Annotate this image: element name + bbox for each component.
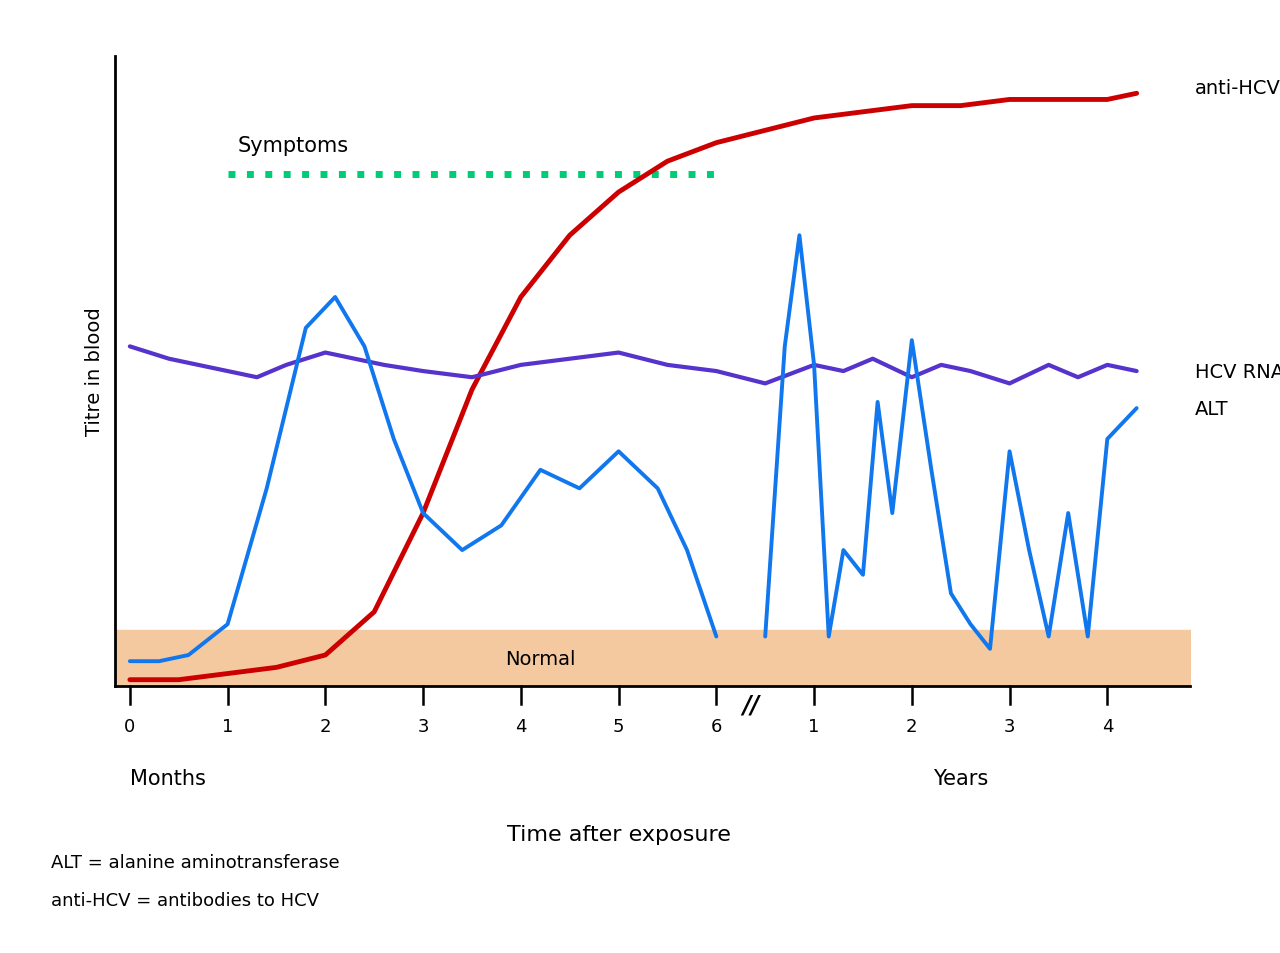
Text: 2: 2	[906, 718, 918, 736]
Text: 3: 3	[417, 718, 429, 736]
Text: 4: 4	[1102, 718, 1114, 736]
Text: Symptoms: Symptoms	[237, 136, 348, 156]
Text: //: //	[742, 693, 759, 717]
Text: 1: 1	[221, 718, 233, 736]
Text: 3: 3	[1004, 718, 1015, 736]
Text: 4: 4	[515, 718, 526, 736]
Text: ALT: ALT	[1196, 399, 1229, 418]
Text: 2: 2	[320, 718, 332, 736]
Y-axis label: Titre in blood: Titre in blood	[84, 308, 104, 436]
Text: 6: 6	[710, 718, 722, 736]
Text: anti-HCV: anti-HCV	[1196, 78, 1280, 97]
Text: Months: Months	[129, 768, 206, 788]
Text: Time after exposure: Time after exposure	[507, 824, 731, 844]
Text: HCV RNA: HCV RNA	[1196, 362, 1280, 381]
Text: Normal: Normal	[506, 649, 576, 668]
Text: Years: Years	[933, 768, 988, 788]
Text: 5: 5	[613, 718, 625, 736]
Text: 1: 1	[809, 718, 819, 736]
Text: ALT = alanine aminotransferase: ALT = alanine aminotransferase	[51, 853, 339, 871]
Text: anti-HCV = antibodies to HCV: anti-HCV = antibodies to HCV	[51, 891, 319, 909]
Text: 0: 0	[124, 718, 136, 736]
